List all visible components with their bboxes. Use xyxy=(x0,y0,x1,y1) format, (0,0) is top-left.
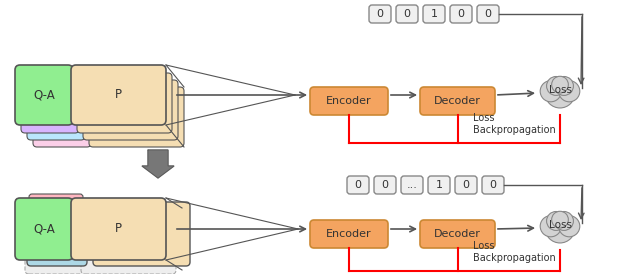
FancyBboxPatch shape xyxy=(33,87,91,147)
Text: 1: 1 xyxy=(435,180,442,190)
FancyBboxPatch shape xyxy=(81,212,176,274)
FancyBboxPatch shape xyxy=(347,176,369,194)
Text: 0: 0 xyxy=(381,180,388,190)
FancyBboxPatch shape xyxy=(15,198,73,260)
FancyBboxPatch shape xyxy=(89,87,184,147)
Text: 0: 0 xyxy=(463,180,470,190)
FancyBboxPatch shape xyxy=(401,176,423,194)
Circle shape xyxy=(545,78,575,108)
Text: 0: 0 xyxy=(490,180,497,190)
FancyBboxPatch shape xyxy=(29,194,83,206)
FancyBboxPatch shape xyxy=(71,65,166,125)
Circle shape xyxy=(547,76,566,95)
Text: P: P xyxy=(138,229,145,239)
Text: Q-A: Q-A xyxy=(33,222,55,235)
Polygon shape xyxy=(142,150,174,178)
FancyBboxPatch shape xyxy=(420,220,495,248)
FancyBboxPatch shape xyxy=(423,5,445,23)
Text: Loss: Loss xyxy=(548,85,572,95)
FancyBboxPatch shape xyxy=(482,176,504,194)
Text: 0: 0 xyxy=(355,180,362,190)
Text: Loss
Backpropagation: Loss Backpropagation xyxy=(472,113,556,135)
Circle shape xyxy=(559,81,580,102)
FancyBboxPatch shape xyxy=(25,212,83,274)
FancyBboxPatch shape xyxy=(428,176,450,194)
Circle shape xyxy=(552,211,568,228)
FancyBboxPatch shape xyxy=(396,5,418,23)
Circle shape xyxy=(540,81,561,102)
FancyBboxPatch shape xyxy=(310,220,388,248)
FancyBboxPatch shape xyxy=(455,176,477,194)
Circle shape xyxy=(552,76,568,93)
FancyBboxPatch shape xyxy=(93,202,190,266)
Text: 0: 0 xyxy=(458,9,465,19)
FancyBboxPatch shape xyxy=(15,65,73,125)
FancyBboxPatch shape xyxy=(310,87,388,115)
Text: Q-A: Q-A xyxy=(47,229,67,239)
Text: P: P xyxy=(115,222,122,235)
Text: Loss: Loss xyxy=(548,220,572,230)
Text: Decoder: Decoder xyxy=(434,229,481,239)
Text: Encoder: Encoder xyxy=(326,96,372,106)
FancyBboxPatch shape xyxy=(27,202,87,266)
FancyBboxPatch shape xyxy=(369,5,391,23)
FancyBboxPatch shape xyxy=(71,198,166,260)
FancyBboxPatch shape xyxy=(374,176,396,194)
Text: 0: 0 xyxy=(484,9,492,19)
Text: 0: 0 xyxy=(376,9,383,19)
FancyBboxPatch shape xyxy=(77,73,172,133)
Text: 1: 1 xyxy=(431,9,438,19)
Text: P: P xyxy=(115,89,122,101)
FancyBboxPatch shape xyxy=(477,5,499,23)
Circle shape xyxy=(559,216,580,237)
Circle shape xyxy=(554,76,573,95)
FancyBboxPatch shape xyxy=(450,5,472,23)
Circle shape xyxy=(545,213,575,243)
FancyBboxPatch shape xyxy=(420,87,495,115)
FancyBboxPatch shape xyxy=(27,80,85,140)
Text: ...: ... xyxy=(406,180,417,190)
Text: Loss
Backpropagation: Loss Backpropagation xyxy=(472,241,556,263)
Text: Encoder: Encoder xyxy=(326,229,372,239)
Text: 0: 0 xyxy=(403,9,410,19)
Circle shape xyxy=(540,216,561,237)
Circle shape xyxy=(554,212,573,230)
Text: Decoder: Decoder xyxy=(434,96,481,106)
FancyBboxPatch shape xyxy=(21,73,79,133)
Text: Q-A: Q-A xyxy=(33,89,55,101)
FancyBboxPatch shape xyxy=(83,80,178,140)
Circle shape xyxy=(547,212,566,230)
